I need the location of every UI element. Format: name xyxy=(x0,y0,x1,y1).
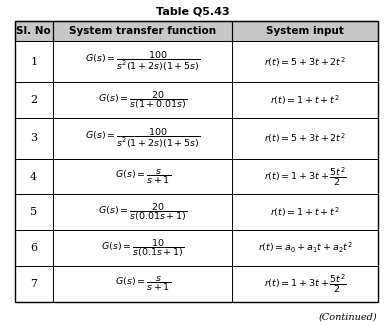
Bar xyxy=(232,118,378,159)
Bar xyxy=(53,118,232,159)
Text: System input: System input xyxy=(266,26,344,36)
Bar xyxy=(53,41,232,82)
Text: $G(s)=\dfrac{20}{s(1+0.01s)}$: $G(s)=\dfrac{20}{s(1+0.01s)}$ xyxy=(98,89,187,111)
Text: $G(s)=\dfrac{100}{s^{2}(1+2s)(1+5s)}$: $G(s)=\dfrac{100}{s^{2}(1+2s)(1+5s)}$ xyxy=(85,50,200,73)
Bar xyxy=(53,194,232,230)
Bar xyxy=(232,21,378,41)
Text: $r(t)=a_{0}+a_{1}t+a_{2}t^{2}$: $r(t)=a_{0}+a_{1}t+a_{2}t^{2}$ xyxy=(257,241,352,255)
Text: 7: 7 xyxy=(30,279,37,289)
Bar xyxy=(15,41,53,82)
Text: 2: 2 xyxy=(30,95,37,105)
Bar xyxy=(15,266,53,302)
Bar xyxy=(53,159,232,194)
Text: $r(t)=1+3t+\dfrac{5t^{2}}{2}$: $r(t)=1+3t+\dfrac{5t^{2}}{2}$ xyxy=(264,165,346,188)
Text: $r(t)=5+3t+2t^{2}$: $r(t)=5+3t+2t^{2}$ xyxy=(264,131,346,145)
Text: $G(s)=\dfrac{100}{s^{2}(1+2s)(1+5s)}$: $G(s)=\dfrac{100}{s^{2}(1+2s)(1+5s)}$ xyxy=(85,126,200,150)
Text: $G(s)=\dfrac{s}{s+1}$: $G(s)=\dfrac{s}{s+1}$ xyxy=(115,167,171,186)
Bar xyxy=(232,194,378,230)
Bar xyxy=(232,266,378,302)
Text: 3: 3 xyxy=(30,133,37,143)
Bar xyxy=(53,230,232,266)
Bar xyxy=(53,266,232,302)
Bar xyxy=(15,21,378,302)
Text: $G(s)=\dfrac{20}{s(0.01s+1)}$: $G(s)=\dfrac{20}{s(0.01s+1)}$ xyxy=(98,201,187,223)
Text: Sl. No: Sl. No xyxy=(16,26,51,36)
Text: $r(t)=1+3t+\dfrac{5t^{2}}{2}$: $r(t)=1+3t+\dfrac{5t^{2}}{2}$ xyxy=(264,273,346,295)
Bar xyxy=(232,82,378,118)
Bar xyxy=(15,230,53,266)
Bar xyxy=(53,82,232,118)
Bar xyxy=(15,21,53,41)
Text: $G(s)=\dfrac{10}{s(0.1s+1)}$: $G(s)=\dfrac{10}{s(0.1s+1)}$ xyxy=(101,237,185,259)
Bar xyxy=(15,159,53,194)
Text: System transfer function: System transfer function xyxy=(69,26,216,36)
Bar xyxy=(15,194,53,230)
Text: 1: 1 xyxy=(30,57,37,67)
Text: 4: 4 xyxy=(30,171,37,182)
Bar xyxy=(15,118,53,159)
Text: $r(t)=1+t+t^{2}$: $r(t)=1+t+t^{2}$ xyxy=(270,205,340,219)
Text: $r(t)=5+3t+2t^{2}$: $r(t)=5+3t+2t^{2}$ xyxy=(264,55,346,68)
Bar xyxy=(15,21,378,41)
Text: Table Q5.43: Table Q5.43 xyxy=(156,7,230,16)
Bar xyxy=(232,230,378,266)
Text: 6: 6 xyxy=(30,243,37,253)
Bar xyxy=(232,41,378,82)
Bar xyxy=(53,21,232,41)
Bar xyxy=(15,82,53,118)
Text: $G(s)=\dfrac{s}{s+1}$: $G(s)=\dfrac{s}{s+1}$ xyxy=(115,274,171,293)
Text: 5: 5 xyxy=(30,207,37,217)
Text: $r(t)=1+t+t^{2}$: $r(t)=1+t+t^{2}$ xyxy=(270,93,340,107)
Text: (Continued): (Continued) xyxy=(319,312,378,321)
Bar xyxy=(232,159,378,194)
